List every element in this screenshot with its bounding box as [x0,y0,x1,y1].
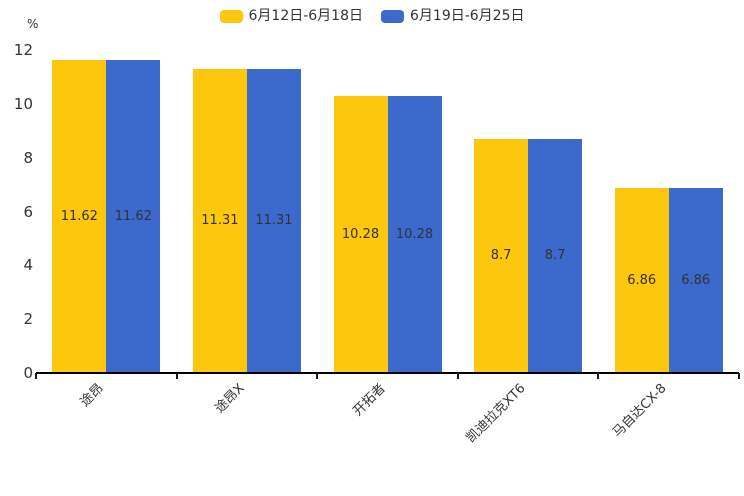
x-axis-category-label: 途昂X [212,381,248,417]
bar-week2 [106,60,161,373]
bar-value-label: 11.31 [255,212,293,228]
bar-value-label: 11.31 [201,212,239,228]
bar-value-label: 6.86 [681,272,711,288]
bar-value-label: 11.62 [114,208,152,224]
bar-week1 [192,68,247,373]
y-axis-tick-label: 0 [23,364,33,382]
x-axis-tick [597,373,600,379]
y-axis-unit-label: % [27,17,39,31]
bar-week2 [246,68,301,373]
bar-week1 [614,188,669,373]
bar-value-label: 10.28 [395,226,434,242]
bar-week1 [333,96,388,373]
bar-value-label: 8.7 [490,247,512,263]
y-axis-tick-label: 12 [13,41,33,59]
x-axis-category-label: 马自达CX-8 [609,381,670,441]
bar-week2 [668,188,723,373]
bar-value-label: 6.86 [627,272,657,288]
y-axis-tick-label: 2 [23,310,33,329]
x-axis-tick [316,373,319,379]
bar-week1 [474,138,529,373]
y-axis-tick-label: 4 [23,256,33,275]
y-axis-tick-label: 8 [23,148,33,167]
legend-label: 6月19日-6月25日 [410,8,525,24]
x-axis-tick [738,373,740,379]
chart-legend: 6月12日-6月18日 6月19日-6月25日 [0,7,744,25]
bar-week1 [52,60,107,373]
bar-value-label: 10.28 [341,226,380,242]
bar-value-label: 11.62 [60,208,98,224]
legend-label: 6月12日-6月18日 [248,8,364,24]
bar-week2 [528,138,583,373]
x-axis-category-label: 开拓者 [349,381,389,420]
bar-week2 [387,96,442,373]
bar-value-label: 8.7 [544,247,566,263]
legend-swatch-icon [219,9,243,23]
x-axis-tick [456,373,459,379]
x-axis-tick [175,373,178,379]
x-axis-tick [35,373,37,379]
legend-item-series-2[interactable]: 6月19日-6月25日 [381,7,525,25]
y-axis-tick-label: 10 [13,94,33,113]
x-axis-category-label: 凯迪拉克XT6 [463,381,529,446]
x-axis-category-label: 途昂 [77,381,107,411]
legend-swatch-icon [381,9,404,23]
x-axis-line [36,372,739,374]
legend-item-series-1[interactable]: 6月12日-6月18日 [219,7,364,25]
y-axis-tick-label: 6 [23,202,33,221]
